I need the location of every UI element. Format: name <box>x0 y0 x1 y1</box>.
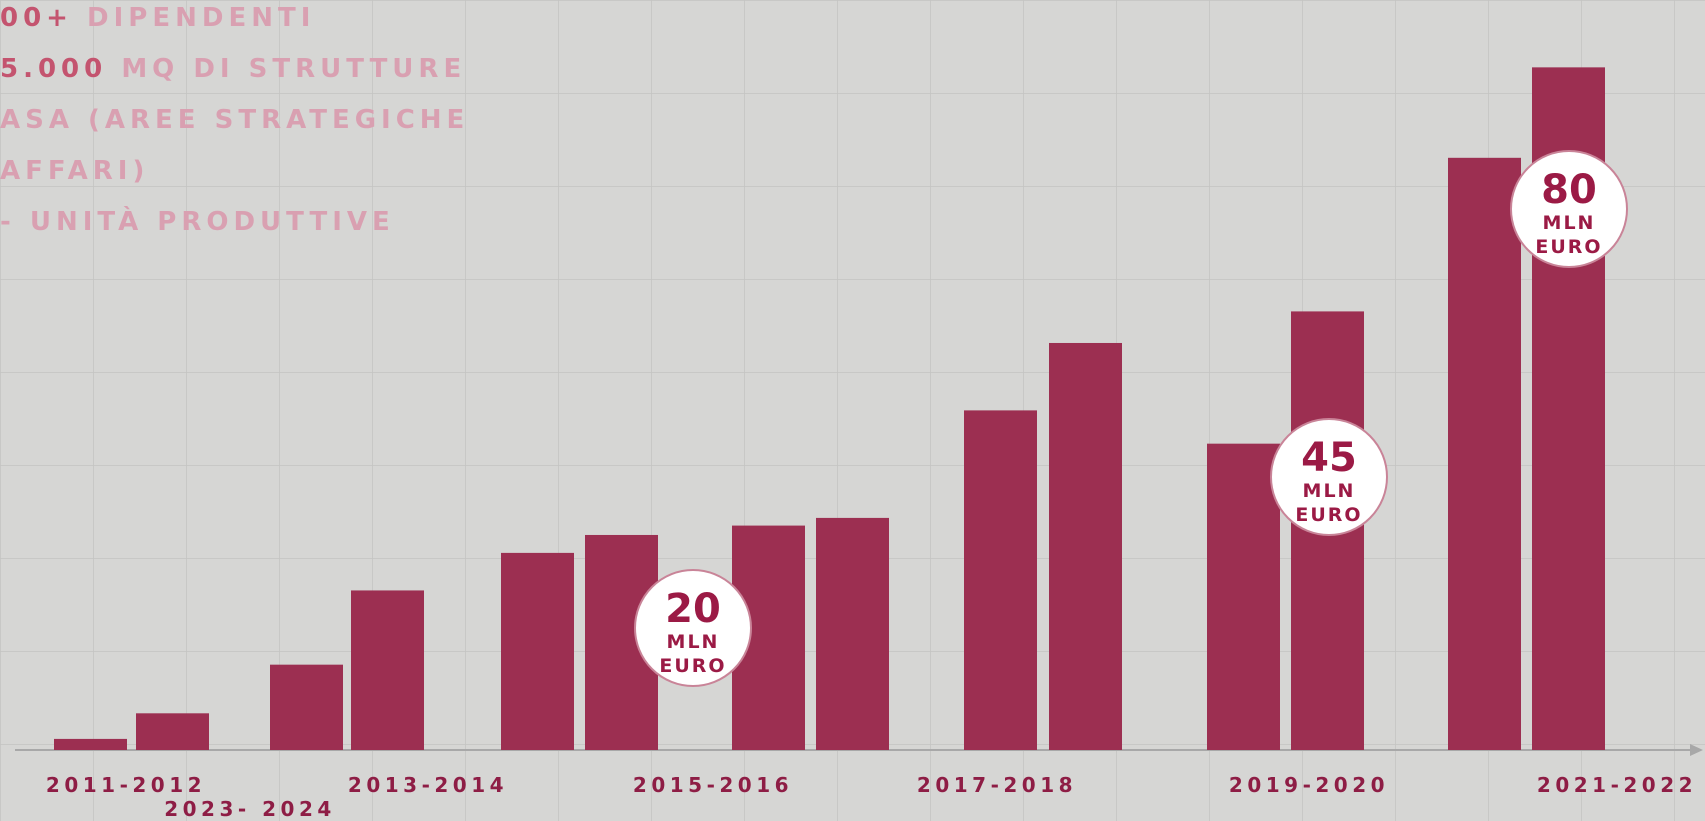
bubble-unit: MLN <box>667 631 720 653</box>
stat-number: 00+ <box>0 3 73 33</box>
bar <box>501 553 574 750</box>
stat-line: - UNITÀ PRODUTTIVE <box>0 205 395 237</box>
stat-text: DIPENDENTI <box>87 3 315 33</box>
bubble-unit: EURO <box>659 655 726 677</box>
stat-text: ASA (AREE STRATEGICHE <box>0 105 469 135</box>
stat-text: - UNITÀ PRODUTTIVE <box>0 205 395 237</box>
bar <box>351 590 424 750</box>
bubble-unit: EURO <box>1535 236 1602 258</box>
x-label: 2013-2014 <box>348 773 508 797</box>
stat-text: AFFARI) <box>0 156 149 186</box>
bar <box>816 518 889 750</box>
stat-text: MQ DI STRUTTURE <box>121 54 466 84</box>
bar <box>1207 444 1280 750</box>
stat-line: AFFARI) <box>0 156 149 186</box>
bubble-unit: MLN <box>1303 480 1356 502</box>
stat-line: 5.000 MQ DI STRUTTURE <box>0 54 466 84</box>
stat-line: 00+ DIPENDENTI <box>0 3 315 33</box>
bubble-value: 45 <box>1301 435 1357 481</box>
bubble-value: 80 <box>1541 167 1597 213</box>
x-label: 2011-2012 <box>46 773 206 797</box>
x-label: 2019-2020 <box>1229 773 1389 797</box>
chart: 00+ DIPENDENTI 5.000 MQ DI STRUTTURE ASA (… <box>0 0 1705 821</box>
bubble-unit: EURO <box>1295 504 1362 526</box>
x-label: 2021-2022 <box>1537 773 1697 797</box>
bar <box>270 665 343 750</box>
bubble-unit: MLN <box>1543 212 1596 234</box>
x-label: 2023- 2024 <box>164 797 336 821</box>
stat-number: 5.000 <box>0 54 107 84</box>
bar <box>1448 158 1521 750</box>
bar <box>54 739 127 750</box>
x-label: 2017-2018 <box>917 773 1077 797</box>
bubble-value: 20 <box>665 586 721 632</box>
bar <box>136 713 209 750</box>
bar <box>1049 343 1122 750</box>
x-label: 2015-2016 <box>633 773 793 797</box>
bar <box>964 410 1037 750</box>
stat-line: ASA (AREE STRATEGICHE <box>0 105 469 135</box>
